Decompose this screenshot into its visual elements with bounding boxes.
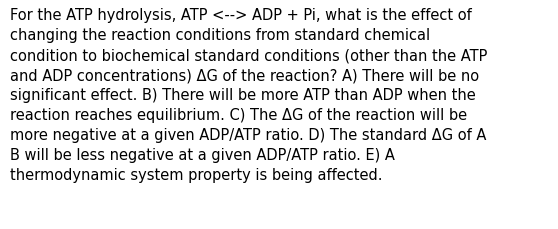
Text: For the ATP hydrolysis, ATP <--> ADP + Pi, what is the effect of
changing the re: For the ATP hydrolysis, ATP <--> ADP + P… — [10, 8, 488, 183]
